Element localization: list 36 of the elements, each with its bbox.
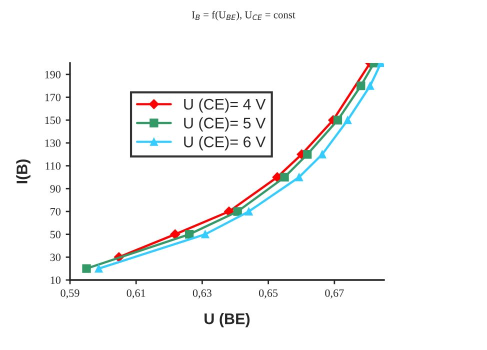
point [94, 264, 103, 273]
x-tick-label: 0,59 [60, 289, 80, 298]
point [170, 229, 180, 240]
x-tick-label: 0,67 [325, 289, 344, 298]
x-tick-label: 0,65 [259, 289, 278, 298]
legend-label: U (CE)= 6 V [184, 136, 266, 150]
legend-label: U (CE)= 5 V [184, 117, 266, 132]
point [280, 172, 289, 182]
x-axis-title: U (BE) [204, 312, 250, 328]
y-tick-label: 130 [45, 139, 61, 147]
point [366, 82, 374, 90]
point [333, 116, 342, 124]
y-tick-label: 10 [50, 276, 61, 284]
point [233, 207, 242, 216]
legend-label: U (CE)= 4 V [184, 98, 266, 113]
y-tick-label: 150 [45, 116, 61, 124]
point [82, 264, 91, 273]
chart-title: I$_{B}$ = f(U$_{BE}$), U$_{CE}$ = const [192, 10, 296, 20]
y-tick-label: 50 [50, 230, 61, 238]
y-axis-title: I(B) [16, 160, 30, 184]
x-tick-label: 0,63 [192, 289, 212, 298]
y-tick-label: 90 [50, 185, 61, 193]
y-tick-label: 170 [45, 94, 61, 102]
point [344, 116, 352, 124]
y-tick-label: 30 [50, 254, 61, 262]
x-tick-label: 0,61 [126, 289, 146, 298]
point [201, 230, 210, 238]
point [318, 150, 326, 158]
y-tick-label: 110 [46, 162, 61, 170]
point [295, 173, 304, 182]
y-tick-label: 190 [45, 70, 61, 78]
point [244, 207, 253, 216]
point [356, 82, 366, 90]
point [184, 230, 194, 239]
point [302, 150, 312, 159]
y-tick-label: 70 [50, 208, 61, 216]
